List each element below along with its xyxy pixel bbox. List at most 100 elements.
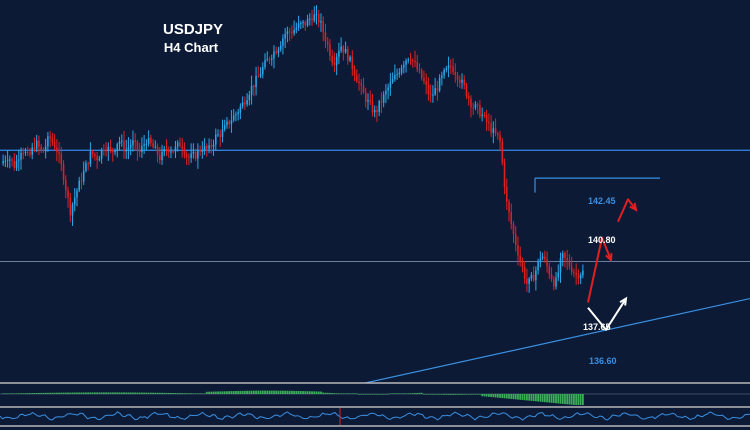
candle-body (362, 85, 365, 93)
histogram-bar (248, 390, 251, 394)
histogram-bar (277, 390, 280, 394)
candle-body (544, 256, 546, 260)
candle-body (432, 94, 434, 96)
candle-body (282, 38, 284, 46)
candle-body (87, 163, 89, 165)
histogram-bar (94, 392, 96, 394)
histogram-bar (212, 391, 215, 394)
histogram-bar (485, 394, 488, 397)
candle-body (4, 160, 7, 162)
candle-body (246, 100, 248, 105)
candle-body (219, 134, 222, 137)
histogram-bar (288, 390, 291, 394)
candle-body (371, 101, 374, 113)
candle-body (436, 88, 439, 91)
candle-body (429, 94, 432, 96)
histogram-bar (438, 394, 441, 395)
histogram-bar (429, 394, 432, 395)
histogram-bar (346, 393, 349, 394)
candle-body (528, 278, 530, 284)
histogram-bar (275, 390, 278, 394)
candle-body (268, 59, 271, 61)
histogram-bar (243, 390, 246, 394)
histogram-bar (102, 392, 105, 394)
histogram-bar (402, 393, 405, 394)
histogram-bar (409, 393, 412, 394)
histogram-bar (284, 390, 287, 394)
histogram-bar (335, 393, 338, 394)
histogram-bar (295, 390, 298, 394)
histogram-bar (208, 391, 210, 394)
histogram-bar (136, 392, 139, 394)
histogram-bar (55, 392, 58, 394)
histogram-bar (407, 393, 410, 394)
candle-body (452, 66, 454, 73)
candle-body (517, 245, 519, 256)
histogram-bar (118, 392, 121, 394)
histogram-bar (239, 390, 242, 394)
candle-body (156, 146, 159, 156)
candle-body (541, 256, 544, 259)
candle-body (73, 197, 76, 205)
candle-body (532, 274, 535, 281)
histogram-bar (355, 393, 358, 394)
candle-body (479, 105, 481, 117)
candle-body (103, 149, 105, 151)
histogram-bar (358, 394, 360, 395)
histogram-bar (4, 393, 7, 394)
histogram-bar (387, 394, 390, 395)
histogram-bar (508, 394, 510, 399)
candle-body (297, 23, 300, 28)
candle-body (96, 156, 98, 161)
histogram-bar (138, 392, 141, 394)
histogram-bar (273, 390, 275, 394)
histogram-bar (33, 393, 36, 394)
candle-body (420, 69, 423, 79)
candle-body (505, 187, 508, 202)
candle-body (80, 180, 83, 182)
histogram-bar (313, 391, 316, 394)
candle-body (463, 79, 466, 86)
candle-body (29, 152, 31, 155)
candle-body (369, 100, 372, 102)
histogram-bar (42, 392, 45, 394)
candle-body (465, 85, 468, 97)
histogram-bar (290, 390, 293, 394)
candle-body (414, 60, 416, 63)
histogram-bar (26, 393, 29, 394)
histogram-bar (174, 393, 177, 394)
histogram-bar (317, 391, 320, 394)
candle-body (127, 147, 130, 150)
histogram-bar (165, 392, 168, 394)
histogram-bar (255, 390, 257, 394)
candle-body (152, 143, 154, 148)
histogram-bar (353, 393, 356, 394)
candle-body (183, 148, 186, 155)
candle-body (235, 114, 237, 116)
histogram-bar (324, 392, 327, 394)
histogram-bar (49, 392, 52, 394)
histogram-bar (64, 392, 67, 394)
candle-body (147, 137, 150, 144)
candle-body (458, 79, 461, 83)
histogram-bar (89, 392, 92, 394)
histogram-bar (579, 394, 582, 405)
level-label-140-80: 140.80 (588, 235, 616, 245)
level-label-137-65: 137.65 (583, 322, 611, 332)
candle-body (427, 84, 430, 95)
candle-body (279, 45, 282, 50)
histogram-bar (149, 392, 152, 394)
candle-body (582, 270, 584, 276)
candle-body (286, 31, 289, 35)
histogram-bar (40, 392, 43, 394)
histogram-bar (120, 392, 123, 394)
histogram-bar (132, 392, 134, 394)
candle-body (302, 21, 304, 23)
candle-body (288, 31, 291, 33)
candle-body (373, 109, 376, 113)
histogram-bar (125, 392, 128, 394)
candle-body (411, 60, 414, 62)
candle-body (557, 272, 560, 278)
histogram-bar (425, 394, 428, 395)
candle-body (270, 58, 273, 60)
